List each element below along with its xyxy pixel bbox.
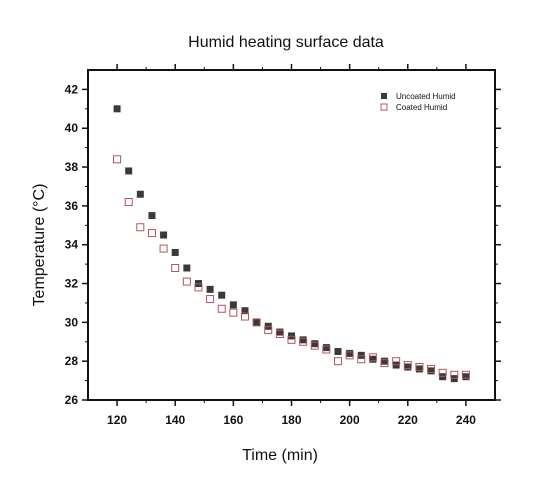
- data-point-coated-humid: [310, 341, 319, 350]
- data-point-uncoated-humid: [125, 167, 133, 175]
- data-point-coated-humid: [136, 223, 145, 232]
- data-point-coated-humid: [182, 277, 191, 286]
- x-tick-label: 160: [223, 413, 243, 427]
- data-point-coated-humid: [275, 330, 284, 338]
- data-point-uncoated-humid: [334, 347, 342, 355]
- x-tick-label: 240: [456, 413, 476, 427]
- data-point-uncoated-humid: [253, 318, 261, 326]
- data-point-coated-humid: [240, 312, 249, 321]
- data-point-uncoated-humid: [299, 336, 307, 344]
- data-point-coated-humid: [334, 357, 343, 366]
- data-point-uncoated-humid: [381, 357, 389, 365]
- data-point-coated-humid: [415, 363, 424, 371]
- y-axis-label: Temperature (°C): [31, 184, 48, 307]
- data-point-uncoated-humid: [404, 363, 412, 371]
- data-point-coated-humid: [368, 353, 377, 362]
- x-tick-label: 180: [281, 413, 301, 427]
- x-axis-label: Time (min): [242, 447, 318, 464]
- data-point-coated-humid: [159, 244, 168, 253]
- data-point-uncoated-humid: [229, 301, 237, 309]
- data-point-coated-humid: [252, 318, 261, 327]
- data-point-uncoated-humid: [113, 105, 121, 113]
- x-tick-label: 120: [107, 413, 127, 427]
- data-point-coated-humid: [380, 359, 389, 368]
- y-tick-label: 42: [65, 82, 79, 96]
- y-tick-label: 38: [65, 160, 79, 174]
- data-point-coated-humid: [194, 283, 203, 292]
- x-tick-label: 220: [398, 413, 418, 427]
- data-point-coated-humid: [403, 361, 412, 370]
- data-point-coated-humid: [124, 198, 133, 206]
- data-point-coated-humid: [427, 364, 436, 373]
- data-point-coated-humid: [345, 351, 354, 360]
- data-point-uncoated-humid: [462, 373, 470, 381]
- data-point-uncoated-humid: [206, 285, 214, 293]
- data-point-coated-humid: [147, 229, 156, 238]
- axis-ticks: 120 140 160 180 200 220 240 26 28 30 32 34 36 38 40 42: [65, 64, 501, 427]
- data-point-coated-humid: [438, 368, 447, 377]
- data-point-uncoated-humid: [171, 248, 179, 256]
- data-point-coated-humid: [450, 370, 459, 379]
- data-point-coated-humid: [264, 326, 273, 335]
- legend-marker-uncoated-humid: [381, 93, 387, 99]
- data-point-uncoated-humid: [160, 231, 168, 239]
- x-tick-label: 200: [340, 413, 360, 427]
- plot-frame: [87, 69, 496, 401]
- data-point-coated-humid: [229, 308, 238, 317]
- data-point-uncoated-humid: [136, 190, 144, 198]
- data-point-uncoated-humid: [427, 367, 435, 375]
- data-point-uncoated-humid: [322, 344, 330, 352]
- y-tick-label: 36: [65, 199, 79, 213]
- chart-title: Humid heating surface data: [188, 34, 384, 51]
- legend: Uncoated Humid Coated Humid: [380, 92, 456, 112]
- data-points: [113, 105, 470, 383]
- y-tick-label: 26: [65, 393, 79, 407]
- data-point-coated-humid: [392, 357, 401, 366]
- y-tick-label: 30: [65, 315, 79, 329]
- data-point-uncoated-humid: [183, 264, 191, 272]
- data-point-uncoated-humid: [276, 328, 284, 336]
- y-tick-label: 28: [65, 354, 79, 368]
- data-point-coated-humid: [461, 370, 470, 379]
- data-point-coated-humid: [171, 264, 180, 272]
- data-point-uncoated-humid: [415, 365, 423, 373]
- data-point-uncoated-humid: [148, 212, 156, 220]
- data-point-coated-humid: [357, 355, 366, 364]
- legend-label-coated-humid: Coated Humid: [396, 103, 447, 112]
- legend-label-uncoated-humid: Uncoated Humid: [396, 92, 456, 101]
- data-point-uncoated-humid: [218, 291, 226, 299]
- data-point-uncoated-humid: [241, 307, 249, 315]
- data-point-coated-humid: [206, 295, 215, 304]
- x-tick-label: 140: [165, 413, 185, 427]
- data-point-uncoated-humid: [346, 349, 354, 357]
- data-point-uncoated-humid: [369, 355, 377, 363]
- data-point-coated-humid: [113, 155, 122, 164]
- data-point-coated-humid: [287, 335, 296, 344]
- data-point-coated-humid: [322, 345, 331, 354]
- legend-marker-coated-humid: [380, 103, 388, 111]
- y-tick-label: 32: [65, 277, 79, 291]
- y-tick-label: 34: [65, 238, 79, 252]
- data-point-coated-humid: [217, 304, 226, 313]
- data-point-uncoated-humid: [311, 340, 319, 348]
- y-tick-label: 40: [65, 121, 79, 135]
- data-point-coated-humid: [299, 337, 308, 346]
